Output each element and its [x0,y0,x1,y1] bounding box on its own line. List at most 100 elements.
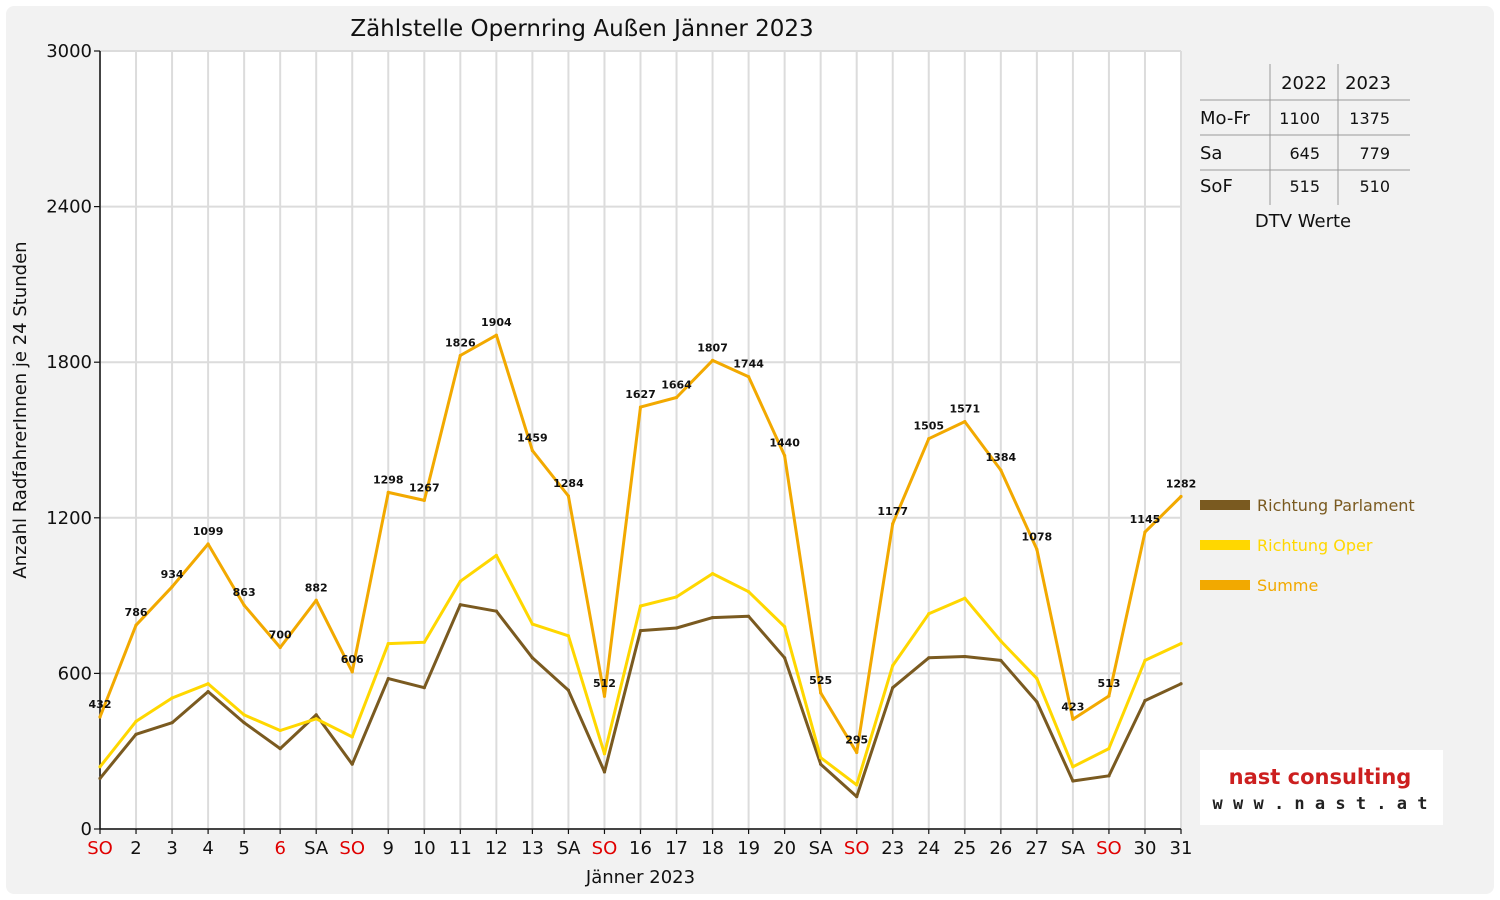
data-point [98,715,102,719]
data-point [494,609,498,613]
data-point [1179,641,1183,646]
data-point [999,658,1003,663]
data-point [674,626,679,630]
data-label: 1904 [481,316,512,329]
data-point [1071,765,1075,769]
data-point [530,622,535,626]
data-labels: 432 786 934 1099 863 700 882 606 1298 1267 1826 190… [89,316,1197,746]
data-point [350,670,354,674]
data-point [927,656,931,660]
data-point [1179,682,1183,686]
data-point [710,358,715,362]
data-point [458,353,462,358]
x-tick-label: 9 [383,838,394,859]
data-point [134,719,138,723]
data-point [458,579,462,583]
data-point [855,783,859,787]
data-point [747,590,751,594]
data-label: 1267 [409,481,440,494]
data-point [1071,717,1075,721]
data-point [927,612,931,616]
data-point [674,395,679,400]
x-tick-label: 6 [274,838,285,859]
data-point [566,494,571,498]
y-tick-label: 1200 [46,508,92,529]
data-point [819,756,823,760]
data-point [170,585,174,589]
y-tick-label: 1800 [46,352,92,373]
data-label: 1744 [733,358,764,371]
data-label: 525 [809,674,832,687]
legend-label: Summe [1257,576,1318,595]
data-label: 786 [125,606,148,619]
x-tick-label: 17 [665,838,688,859]
data-label: 934 [161,568,184,581]
data-point [747,614,751,618]
data-point [314,598,318,602]
data-point [963,654,967,659]
data-point [170,721,174,725]
data-point [1143,658,1147,663]
x-tick-label: 26 [989,838,1012,859]
data-point [530,449,535,453]
dtv-header-2022: 2022 [1281,73,1327,94]
data-point [710,571,715,576]
data-point [999,639,1003,643]
data-point [1035,676,1039,681]
data-label: 1284 [553,477,584,490]
x-tick-label: 5 [238,838,249,859]
data-point [747,375,751,379]
legend-label: Richtung Oper [1257,536,1373,555]
x-tick-label: SO [592,838,618,859]
data-point [1035,547,1039,552]
data-point [458,603,462,607]
data-point [1179,494,1183,499]
data-point [1143,530,1147,534]
y-tick-labels: 0 600 1200 1800 2400 3000 [46,41,92,840]
data-point [494,553,498,558]
dtv-row-label: SoF [1200,176,1233,197]
data-point [530,656,535,660]
x-tick-label: 13 [521,838,544,859]
data-label: 1099 [193,525,224,538]
dtv-cell: 1100 [1279,109,1320,128]
data-point [855,750,859,755]
x-tick-label: SA [809,838,834,859]
data-label: 700 [269,628,292,641]
data-point [278,747,282,751]
data-label: 1627 [625,388,656,401]
x-tick-label: 4 [202,838,213,859]
x-tick-label: 16 [629,838,652,859]
data-label: 1459 [517,432,548,445]
x-axis-label: Jänner 2023 [585,867,695,888]
dtv-table: 2022 2023 Mo-Fr 1100 1375 Sa 645 779 SoF… [1200,64,1410,232]
data-label: 1505 [913,420,944,433]
x-tick-label: 18 [701,838,724,859]
data-label: 1664 [661,378,692,391]
data-point [783,453,787,458]
data-point [674,595,679,599]
data-label: 1807 [697,341,728,354]
data-point [1107,774,1111,778]
data-point [927,437,931,441]
x-tick-label: 30 [1134,838,1157,859]
data-point [963,419,967,424]
data-point [314,717,318,721]
data-point [170,696,174,700]
x-tick-label: 27 [1025,838,1048,859]
data-label: 1571 [949,403,980,416]
x-tick-label: 23 [881,838,904,859]
data-point [206,689,210,694]
data-point [855,794,859,799]
data-point [242,721,246,725]
dtv-row-label: Mo-Fr [1200,108,1250,129]
data-point [98,776,102,781]
data-point [350,735,354,739]
data-point [350,762,354,766]
data-point [638,405,643,409]
x-tick-label: 11 [449,838,472,859]
y-tick-label: 3000 [46,41,92,62]
data-label: 1177 [877,505,908,518]
data-label: 295 [845,733,868,746]
